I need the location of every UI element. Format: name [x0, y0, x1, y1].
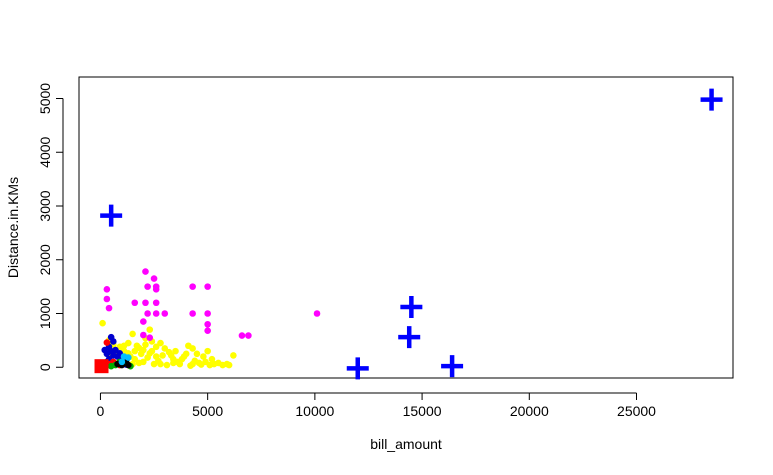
- data-point: [441, 355, 464, 378]
- data-point: [197, 361, 205, 368]
- data-point: [107, 333, 115, 341]
- data-point: [206, 361, 214, 369]
- x-tick-label: 20000: [510, 403, 549, 419]
- data-points: [94, 88, 723, 380]
- x-tick-label: 25000: [617, 403, 656, 419]
- data-point: [193, 350, 201, 358]
- data-point: [219, 361, 226, 369]
- data-point: [200, 353, 207, 360]
- y-tick-label: 1000: [37, 298, 53, 329]
- data-point: [146, 326, 154, 333]
- data-point: [163, 361, 171, 369]
- data-point: [140, 318, 147, 325]
- data-point: [152, 343, 160, 351]
- y-tick-label: 5000: [37, 83, 53, 114]
- data-point: [398, 326, 421, 349]
- data-point: [152, 299, 160, 307]
- data-point: [157, 360, 164, 368]
- y-tick-label: 0: [37, 363, 53, 371]
- data-point: [100, 204, 123, 227]
- data-point: [238, 332, 246, 339]
- data-point: [157, 339, 164, 347]
- data-point: [189, 345, 196, 352]
- data-point: [170, 359, 177, 367]
- x-tick-label: 15000: [403, 403, 442, 419]
- data-point: [204, 327, 211, 335]
- plot-frame: [78, 76, 734, 379]
- data-point: [125, 354, 132, 361]
- x-axis: 0 5000 10000 15000 20000 25000: [97, 392, 656, 419]
- data-point: [346, 357, 369, 380]
- x-tick-label: 10000: [295, 403, 334, 419]
- data-point: [182, 350, 190, 358]
- data-point: [105, 304, 113, 312]
- data-point: [129, 330, 136, 338]
- data-point: [178, 355, 186, 363]
- data-point: [225, 361, 233, 369]
- data-point: [146, 349, 154, 357]
- data-point: [118, 358, 126, 366]
- data-point: [161, 345, 169, 352]
- data-point: [103, 339, 111, 346]
- data-point: [135, 359, 143, 367]
- y-tick-label: 2000: [37, 244, 53, 275]
- x-tick-label: 0: [97, 403, 105, 419]
- data-point: [150, 275, 158, 282]
- y-axis-label: Distance.in.KMs: [5, 177, 21, 278]
- data-point: [189, 283, 196, 290]
- y-tick-label: 4000: [37, 136, 53, 167]
- data-point: [107, 362, 115, 370]
- data-point: [103, 286, 111, 293]
- data-point: [94, 359, 109, 374]
- data-point: [142, 299, 149, 307]
- x-tick-label: 5000: [192, 403, 223, 419]
- data-point: [99, 319, 106, 327]
- data-point: [204, 310, 211, 317]
- data-point: [146, 334, 154, 341]
- data-point: [140, 331, 147, 339]
- data-point: [230, 352, 237, 359]
- data-point: [103, 295, 111, 303]
- data-point: [245, 332, 252, 339]
- data-point: [204, 283, 211, 290]
- data-point: [144, 310, 151, 317]
- data-point: [131, 299, 139, 307]
- data-point: [142, 341, 149, 348]
- data-point: [161, 310, 169, 317]
- data-point: [700, 88, 723, 111]
- data-point: [120, 342, 128, 350]
- data-point: [189, 360, 196, 368]
- data-point: [152, 310, 160, 317]
- data-point: [204, 320, 211, 328]
- data-point: [144, 283, 151, 290]
- data-point: [152, 286, 160, 293]
- data-point: [172, 347, 179, 355]
- data-point: [313, 310, 321, 317]
- data-point: [189, 310, 196, 317]
- y-axis: 0 1000 2000 3000 4000 5000: [37, 83, 64, 371]
- y-tick-label: 3000: [37, 190, 53, 221]
- data-point: [142, 268, 149, 275]
- data-point: [167, 352, 175, 359]
- data-point: [135, 344, 143, 352]
- data-point: [204, 347, 211, 355]
- data-point: [400, 296, 423, 319]
- data-point: [159, 352, 166, 359]
- x-axis-label: bill_amount: [370, 436, 442, 452]
